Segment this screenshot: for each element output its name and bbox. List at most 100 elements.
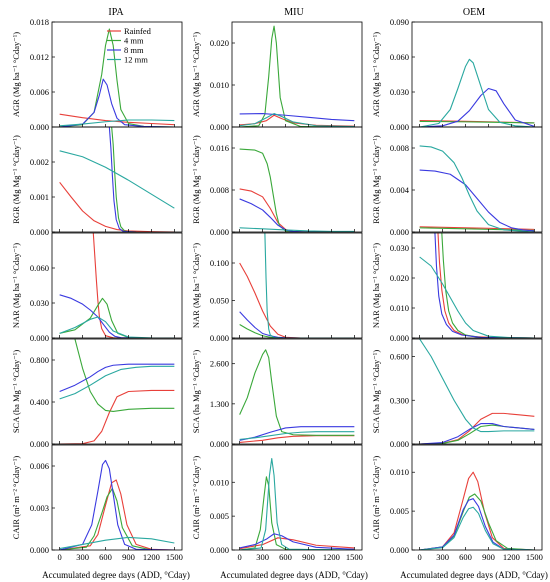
y-tick-label: 0.300 [390,395,409,405]
y-tick-label: 0.030 [30,298,49,308]
panel: 0.000 0.006 0.012 0.018 AGR (Mg ha⁻¹ °Cday⁻¹… [11,17,183,132]
series-group [59,233,175,338]
plot-frame [231,126,363,233]
x-tick-label: 300 [436,552,449,562]
y-tick-label: 0.010 [210,80,229,90]
panel: 0.000 0.008 0.016 RGR (Mg Mg⁻¹ °Cday⁻¹) [191,126,363,237]
y-tick-label: 0.030 [390,243,409,253]
y-axis-label: AGR (Mg ha⁻¹ °Cday⁻¹) [371,32,381,117]
series-line [239,113,355,127]
plot-frame [411,126,543,233]
y-axis-label: SCA (ha Mg⁻¹ °Cday⁻¹) [191,350,201,434]
panel: 0.000 1.300 2.600 SCA (ha Mg⁻¹ °Cday⁻¹) [191,338,363,449]
series-line [59,365,175,400]
y-tick-label: 0.005 [210,511,229,521]
y-tick-label: 0.000 [390,333,409,343]
x-tick-label: 1500 [346,552,363,562]
y-axis-label: AGR (Mg ha⁻¹ °Cday⁻¹) [191,32,201,117]
series-line [239,262,355,338]
series-group [239,349,355,444]
x-axis-labels: Accumulated degree days (ADD, °Cday) Acc… [42,570,548,580]
series-line [59,78,175,127]
x-axis-label: Accumulated degree days (ADD, °Cday) [42,570,190,580]
series-line [59,363,175,393]
y-tick-label: 2.600 [210,359,229,369]
series-line [419,87,535,127]
y-axis-label: NAR (Mg ha⁻¹ °Cday⁻¹) [371,243,381,328]
series-line [239,431,355,440]
series-line [59,459,175,550]
x-tick-label: 0 [238,552,242,562]
series-line [239,349,355,436]
plot-frame [411,338,543,445]
panel: 0.000 0.030 0.060 0.090 AGR (Mg ha⁻¹ °Cday⁻¹… [371,17,543,132]
legend-label: 8 mm [124,45,144,55]
series-line [419,506,535,550]
y-tick-label: 0.400 [30,397,49,407]
y-axis-label: CAIR (m² m⁻² °Cday⁻¹) [11,456,21,540]
y-tick-label: 0.005 [390,506,409,516]
series-group [59,127,175,232]
plot-frame [231,338,363,445]
y-tick-label: 1.300 [210,399,229,409]
series-group [59,28,175,127]
series-line [59,119,175,127]
y-axis-label: NAR (Mg ha⁻¹ °Cday⁻¹) [191,243,201,328]
x-axis-label: Accumulated degree days (ADD, °Cday) [220,570,368,580]
plot-frame [411,232,543,339]
series-group [419,58,535,127]
series-line [419,423,535,444]
series-line [239,25,355,127]
y-tick-label: 0.010 [390,467,409,477]
series-group [59,339,175,444]
y-axis-label: CAIR (m² m⁻² °Cday⁻¹) [191,456,201,540]
plot-frame [51,232,183,339]
y-tick-label: 0.016 [210,143,229,153]
y-axis-label: CAIR (m² m⁻² °Cday⁻¹) [371,456,381,540]
panel: 0.000 0.010 0.020 0.030 NAR (Mg ha⁻¹ °Cday⁻¹… [371,232,543,343]
y-tick-label: 0.004 [390,185,410,195]
panel: 0.000 0.030 0.060 NAR (Mg ha⁻¹ °Cday⁻¹) [11,232,183,343]
series-line [419,227,535,231]
x-tick-label: 600 [459,552,472,562]
y-tick-label: 0.012 [30,52,49,62]
panel: 0.000 0.010 0.020 AGR (Mg ha⁻¹ °Cday⁻¹) [191,21,363,132]
plot-frame [51,338,183,445]
y-axis-label: RGR (Mg Mg⁻¹ °Cday⁻¹) [191,135,201,224]
y-tick-label: 0.060 [30,263,49,273]
x-tick-label: 1500 [166,552,183,562]
y-tick-label: 0.006 [30,87,49,97]
series-line [419,339,535,433]
x-tick-label: 1500 [526,552,543,562]
series-line [419,256,535,338]
series-line [239,426,355,441]
x-tick-label: 1200 [143,552,160,562]
series-line [59,479,175,550]
y-axis-label: SCA (ha Mg⁻¹ °Cday⁻¹) [371,350,381,434]
y-axis-label: SCA (ha Mg⁻¹ °Cday⁻¹) [11,350,21,434]
y-tick-label: 0.000 [210,439,229,449]
y-tick-label: 0.000 [390,122,409,132]
y-tick-label: 0.010 [210,477,229,487]
x-tick-label: 900 [122,552,135,562]
series-line [59,113,175,126]
y-tick-label: 0.000 [210,122,229,132]
series-line [419,120,535,124]
series-line [264,233,355,338]
series-line [239,533,355,550]
column-title-miu: MIU [284,7,304,18]
plot-frame [411,444,543,551]
column-title-ipa: IPA [108,7,124,18]
x-tick-label: 0 [418,552,422,562]
plot-frame [51,21,183,128]
column-titles: IPA MIU OEM [108,7,485,18]
plot-frame [231,232,363,339]
y-tick-label: 0.018 [30,17,49,27]
panel: 0.000 0.005 0.010 0 300 600 900 1200 1500 CAIR (m… [191,444,363,562]
plot-frame [51,126,183,233]
x-tick-label: 300 [256,552,269,562]
series-line [239,476,355,550]
y-tick-label: 0.050 [210,296,229,306]
x-tick-label: 900 [302,552,315,562]
series-line [239,188,355,232]
